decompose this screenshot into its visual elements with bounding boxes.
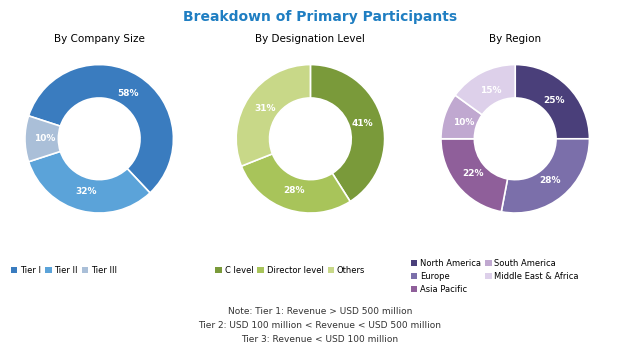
Wedge shape (441, 95, 482, 139)
Text: 31%: 31% (255, 104, 276, 113)
Wedge shape (455, 65, 515, 115)
Title: By Designation Level: By Designation Level (255, 34, 365, 44)
Text: 15%: 15% (480, 86, 501, 95)
Text: Breakdown of Primary Participants: Breakdown of Primary Participants (183, 10, 457, 24)
Text: 28%: 28% (283, 186, 305, 195)
Text: 28%: 28% (539, 176, 561, 185)
Text: 22%: 22% (463, 169, 484, 178)
Wedge shape (29, 151, 150, 213)
Wedge shape (515, 65, 589, 139)
Wedge shape (241, 154, 350, 213)
Wedge shape (25, 116, 60, 162)
Wedge shape (310, 65, 385, 202)
Text: 58%: 58% (118, 88, 139, 98)
Legend: Tier I, Tier II, Tier III: Tier I, Tier II, Tier III (11, 266, 117, 275)
Legend: North America, Europe, Asia Pacific, South America, Middle East & Africa: North America, Europe, Asia Pacific, Sou… (411, 259, 579, 294)
Wedge shape (29, 65, 173, 193)
Text: Note: Tier 1: Revenue > USD 500 million
Tier 2: USD 100 million < Revenue < USD : Note: Tier 1: Revenue > USD 500 million … (198, 307, 442, 344)
Title: By Region: By Region (489, 34, 541, 44)
Text: 25%: 25% (543, 96, 564, 105)
Text: 10%: 10% (453, 118, 474, 127)
Text: 32%: 32% (75, 187, 97, 196)
Text: 41%: 41% (351, 119, 373, 128)
Title: By Company Size: By Company Size (54, 34, 145, 44)
Wedge shape (501, 139, 589, 213)
Wedge shape (441, 139, 508, 212)
Legend: C level, Director level, Others: C level, Director level, Others (216, 266, 365, 275)
Wedge shape (236, 65, 310, 166)
Text: 10%: 10% (35, 134, 56, 143)
